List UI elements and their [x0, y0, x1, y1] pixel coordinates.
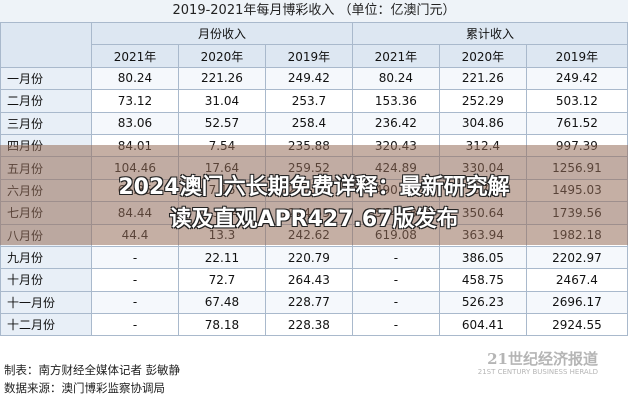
table-row: 十一月份 -67.48 228.77-526.23 2696.17 — [0, 290, 628, 315]
cell: 604.41 — [438, 313, 527, 337]
cell: 220.79 — [264, 245, 353, 270]
column-header: 2019年 — [264, 44, 353, 68]
cell: 236.42 — [351, 111, 440, 135]
cell: 72.7 — [177, 268, 266, 292]
group-header-row: 月份收入 累计收入 — [0, 21, 628, 68]
cell: 221.26 — [438, 66, 527, 91]
column-header: 2020年 — [177, 44, 266, 68]
banner-line: 读及直观APR427.67版发布 — [169, 207, 459, 232]
table-row: 十二月份 -78.18 228.38-604.41 2924.55 — [0, 313, 628, 337]
cell: 221.26 — [177, 66, 266, 91]
table-head: 月份收入 累计收入 2021年 2020年 2019年 2021年 2020年 2019年 — [0, 21, 628, 68]
cell: 252.29 — [438, 89, 527, 113]
cell: 80.24 — [351, 66, 440, 91]
cell: 258.4 — [264, 111, 353, 135]
row-label: 九月份 — [0, 245, 92, 270]
row-label: 三月份 — [0, 111, 92, 135]
cell: 52.57 — [177, 111, 266, 135]
cell: - — [351, 313, 440, 337]
cell: 228.77 — [264, 290, 353, 315]
overlay-banner: 2024澳门六长期免费详释：最新研究解 读及直观APR427.67版发布 — [0, 145, 628, 245]
cell: 153.36 — [351, 89, 440, 113]
table-title: 2019-2021年每月博彩收入 （单位：亿澳门元） — [0, 0, 628, 22]
cell: 228.38 — [264, 313, 353, 337]
group-header: 月份收入 — [91, 21, 353, 46]
cell: 386.05 — [438, 245, 527, 270]
column-header: 2021年 — [351, 44, 440, 68]
cell: 2467.4 — [525, 268, 628, 292]
cell: 249.42 — [264, 66, 353, 91]
cell: 249.42 — [525, 66, 628, 91]
footer-source: 数据来源：澳门博彩监察协调局 — [4, 381, 165, 395]
cell: - — [91, 290, 179, 315]
cell: 526.23 — [438, 290, 527, 315]
table-row: 三月份 83.06 52.57 258.4 236.42 304.86 761.52 — [0, 111, 628, 135]
row-label: 十月份 — [0, 268, 92, 292]
cell: 2202.97 — [525, 245, 628, 270]
cell: 264.43 — [264, 268, 353, 292]
row-label: 十二月份 — [0, 313, 92, 337]
table-row: 十月份 -72.7 264.43-458.75 2467.4 — [0, 268, 628, 292]
watermark: 21世纪经济报道 — [487, 350, 598, 368]
cell: 83.06 — [91, 111, 179, 135]
table-row: 九月份 -22.11 220.79-386.05 2202.97 — [0, 245, 628, 270]
cell: - — [91, 268, 179, 292]
cell: - — [91, 245, 179, 270]
column-header-row: 2021年 2020年 2019年 2021年 2020年 2019年 — [1, 44, 628, 68]
corner-cell — [0, 22, 92, 68]
cell: - — [91, 313, 179, 337]
banner-line: 2024澳门六长期免费详释：最新研究解 — [118, 175, 510, 200]
footer-author: 制表：南方财经全媒体记者 彭敏静 — [4, 363, 181, 377]
group-header: 累计收入 — [351, 21, 628, 46]
column-header: 2020年 — [438, 44, 527, 68]
cell: 78.18 — [177, 313, 266, 337]
cell: 253.7 — [264, 89, 353, 113]
table-row: 二月份 73.12 31.04 253.7 153.36 252.29 503.12 — [0, 89, 628, 113]
column-header: 2021年 — [91, 44, 179, 68]
watermark-en: 21ST CENTURY BUSINESS HERALD — [477, 368, 598, 376]
cell: - — [351, 268, 440, 292]
row-label: 十一月份 — [0, 290, 92, 315]
cell: 31.04 — [177, 89, 266, 113]
table-row: 一月份 80.24 221.26 249.42 80.24 221.26 249.42 — [0, 66, 628, 91]
cell: - — [351, 245, 440, 270]
row-label: 二月份 — [0, 89, 92, 113]
cell: 503.12 — [525, 89, 628, 113]
cell: 67.48 — [177, 290, 266, 315]
cell: 458.75 — [438, 268, 527, 292]
cell: 73.12 — [91, 89, 179, 113]
cell: 2696.17 — [525, 290, 628, 315]
cell: 761.52 — [525, 111, 628, 135]
cell: - — [351, 290, 440, 315]
cell: 304.86 — [438, 111, 527, 135]
cell: 2924.55 — [525, 313, 628, 337]
column-header: 2019年 — [525, 44, 628, 68]
row-label: 一月份 — [0, 66, 92, 91]
cell: 80.24 — [91, 66, 179, 91]
cell: 22.11 — [177, 245, 266, 270]
